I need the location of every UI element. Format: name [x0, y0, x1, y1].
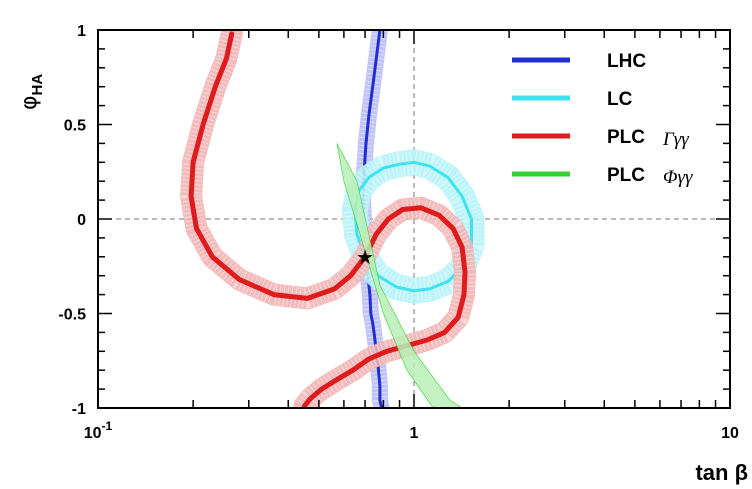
legend-label: PLC: [607, 165, 645, 186]
series-line-lc: [353, 160, 473, 293]
legend-sublabel: Γγγ: [662, 129, 689, 150]
y-tick-label: 0: [77, 212, 86, 229]
x-tick-label: 10: [721, 425, 739, 442]
y-tick-label: 0.5: [64, 118, 86, 135]
y-tick-label: -0.5: [58, 307, 86, 324]
series-line-plc_gamma: [188, 31, 468, 408]
series-line-lhc: [361, 30, 384, 408]
marker-layer: ★: [356, 245, 374, 269]
x-axis-title: tan β: [695, 460, 748, 485]
y-tick-label: 1: [77, 23, 86, 40]
legend-label: PLC: [607, 127, 645, 148]
x-tick-label: 10-1: [84, 419, 113, 442]
legend-sublabel: Φγγ: [663, 167, 693, 188]
y-tick-label: -1: [72, 401, 86, 418]
x-tick-label-exponent: -1: [102, 419, 113, 433]
x-tick-label: 1: [410, 425, 419, 442]
x-tick-label-base: 10: [84, 425, 102, 442]
legend: LHC LC PLC Γγγ PLC Φγγ: [512, 51, 693, 188]
x-tick-label-base: 1: [410, 425, 419, 442]
axis-ticks: [97, 29, 730, 409]
series-layer: [180, 30, 485, 408]
y-axis-title: φHA: [17, 74, 46, 110]
star-marker: ★: [356, 245, 374, 269]
legend-label: LHC: [607, 51, 646, 72]
legend-label: LC: [607, 89, 633, 110]
x-tick-label-base: 10: [721, 425, 739, 442]
series-band-plc_phi: [336, 143, 463, 408]
